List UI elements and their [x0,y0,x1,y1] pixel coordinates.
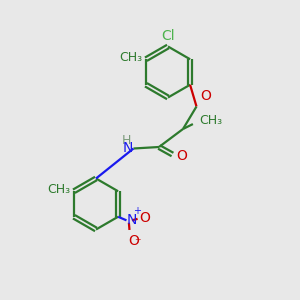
Text: O: O [176,149,187,163]
Text: O: O [128,235,139,248]
Text: O: O [140,211,151,225]
Text: CH₃: CH₃ [47,183,70,196]
Text: CH₃: CH₃ [119,51,142,64]
Text: ⁻: ⁻ [135,236,141,250]
Text: H: H [122,134,131,147]
Text: N: N [127,213,137,227]
Text: CH₃: CH₃ [200,113,223,127]
Text: Cl: Cl [161,29,175,43]
Text: N: N [123,142,134,155]
Text: +: + [133,206,141,216]
Text: O: O [200,89,211,103]
